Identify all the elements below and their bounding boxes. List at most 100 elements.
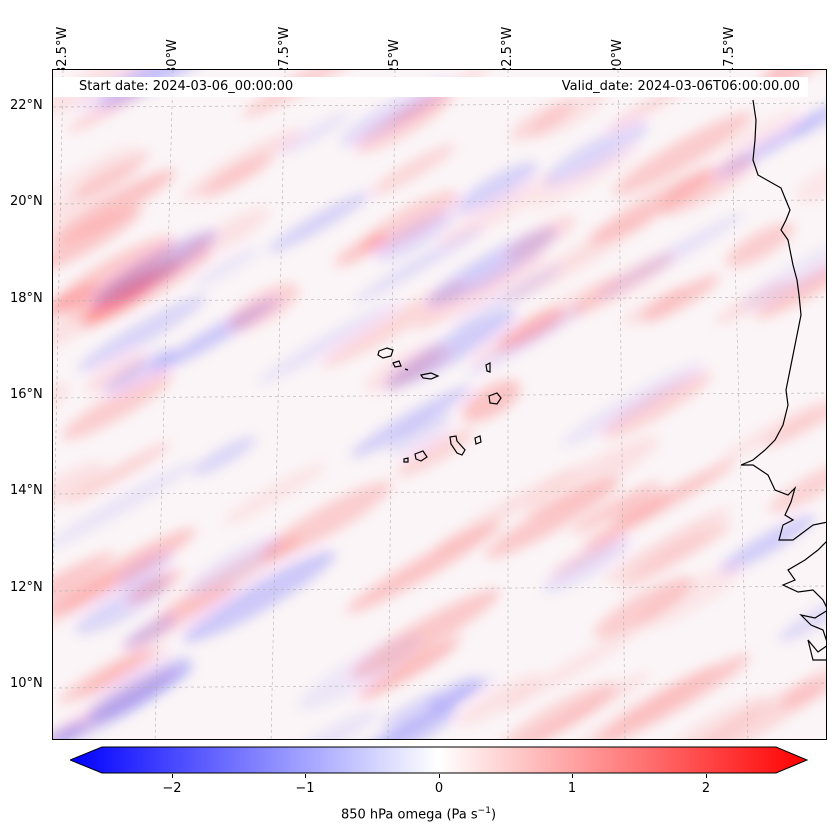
lon-label-32-5w: 32.5°W xyxy=(55,26,70,75)
colorbar-tickmark-m1 xyxy=(305,774,306,778)
negative-omega-streak xyxy=(55,664,194,739)
positive-omega-streak xyxy=(575,665,718,739)
positive-omega-streak xyxy=(510,100,575,141)
negative-omega-streak xyxy=(384,309,517,390)
lat-label-18n: 18°N xyxy=(10,291,43,306)
map-frame[interactable]: Start date: 2024-03-06_00:00:00 Valid_da… xyxy=(52,69,827,740)
colorbar-tickmark-0 xyxy=(439,774,440,778)
lon-label-22-5w: 22.5°W xyxy=(500,26,515,75)
positive-omega-streak xyxy=(190,207,271,258)
colorbar-tick-0: 0 xyxy=(434,781,444,796)
colorbar-label-end: ) xyxy=(490,807,497,823)
positive-omega-streak xyxy=(350,589,501,679)
header-band xyxy=(54,77,808,97)
negative-omega-streak xyxy=(777,595,826,643)
island-santiago xyxy=(449,435,466,456)
gridlines xyxy=(53,70,826,739)
negative-omega-streak xyxy=(77,294,207,372)
positive-omega-streak xyxy=(755,256,826,319)
negative-omega-streak xyxy=(262,709,379,739)
colorbar-tickmark-2 xyxy=(706,774,707,778)
positive-omega-streak xyxy=(505,216,577,261)
island-santa-luzia xyxy=(404,368,409,371)
island-brava xyxy=(403,457,409,463)
positive-omega-streak xyxy=(53,528,196,617)
lat-label-22n: 22°N xyxy=(10,98,43,113)
island-boa-vista xyxy=(488,392,502,405)
positive-omega-streak xyxy=(53,461,106,512)
positive-omega-streak xyxy=(53,169,176,246)
negative-omega-streak xyxy=(353,226,485,303)
negative-omega-streak xyxy=(193,247,261,288)
island-fogo xyxy=(414,450,428,462)
positive-omega-streak xyxy=(432,466,581,553)
positive-omega-streak xyxy=(223,463,327,525)
positive-omega-streak xyxy=(662,695,768,739)
negative-omega-streak xyxy=(426,675,481,711)
valid-date-label: Valid_date: 2024-03-06T06:00:00.00 xyxy=(561,79,800,94)
negative-omega-streak xyxy=(597,212,746,299)
lon-label-27-5w: 27.5°W xyxy=(277,26,292,75)
positive-omega-streak xyxy=(437,174,560,247)
positive-omega-streak xyxy=(525,435,660,518)
colorbar-tick-1: 1 xyxy=(567,781,577,796)
island-maio xyxy=(474,435,482,445)
positive-omega-streak xyxy=(725,110,802,157)
island-sal xyxy=(485,362,491,373)
positive-omega-streak xyxy=(53,236,175,312)
positive-omega-streak xyxy=(768,459,826,514)
lat-label-16n: 16°N xyxy=(10,387,43,402)
positive-omega-streak xyxy=(361,190,459,252)
positive-omega-streak xyxy=(781,662,826,709)
island-santo-antao xyxy=(377,347,394,359)
negative-omega-streak xyxy=(454,162,538,215)
negative-omega-streak xyxy=(741,235,826,310)
positive-omega-streak xyxy=(612,111,754,196)
lat-label-10n: 10°N xyxy=(10,676,43,691)
positive-omega-streak xyxy=(719,401,823,462)
positive-omega-streak xyxy=(760,70,826,89)
positive-omega-streak xyxy=(127,569,183,604)
positive-omega-streak xyxy=(601,372,712,439)
gridline-27-5w xyxy=(270,70,286,739)
cape-verde-islands xyxy=(377,347,502,463)
negative-omega-streak xyxy=(543,121,649,186)
positive-omega-streak xyxy=(79,645,169,698)
positive-omega-streak xyxy=(396,428,475,477)
positive-omega-streak xyxy=(182,128,304,201)
negative-omega-streak xyxy=(451,265,563,331)
positive-omega-streak xyxy=(370,144,456,195)
gridline-30w xyxy=(154,70,174,739)
positive-omega-streak xyxy=(61,372,173,440)
positive-omega-streak xyxy=(764,392,826,448)
positive-omega-streak xyxy=(530,146,639,210)
omega-streaks xyxy=(53,70,826,739)
positive-omega-streak xyxy=(414,252,547,331)
negative-omega-streak xyxy=(123,615,177,649)
africa-coastline xyxy=(740,99,826,661)
lat-label-20n: 20°N xyxy=(10,194,43,209)
positive-omega-streak xyxy=(621,286,687,326)
negative-omega-streak xyxy=(388,413,452,456)
lat-label-14n: 14°N xyxy=(10,483,43,498)
island-sao-vicente xyxy=(392,360,402,368)
positive-omega-streak xyxy=(66,441,172,504)
gridline-25w xyxy=(387,70,396,739)
colorbar-label-sup: −1 xyxy=(477,806,491,816)
positive-omega-streak xyxy=(456,673,542,726)
positive-omega-streak xyxy=(261,481,393,561)
positive-omega-streak xyxy=(53,164,141,254)
positive-omega-streak xyxy=(618,522,732,589)
negative-omega-streak xyxy=(256,300,400,385)
colorbar-label-text: 850 hPa omega (Pa s xyxy=(340,807,478,823)
positive-omega-streak xyxy=(53,207,143,273)
positive-omega-streak xyxy=(603,507,732,583)
negative-omega-streak xyxy=(361,707,458,739)
positive-omega-streak xyxy=(635,564,742,631)
negative-omega-streak xyxy=(267,191,371,253)
lon-label-17-5w: 17.5°W xyxy=(722,26,737,75)
colorbar-label: 850 hPa omega (Pa s−1) xyxy=(0,806,837,822)
start-date-label: Start date: 2024-03-06_00:00:00 xyxy=(79,79,294,94)
positive-omega-streak xyxy=(228,283,299,331)
negative-omega-streak xyxy=(350,385,473,458)
